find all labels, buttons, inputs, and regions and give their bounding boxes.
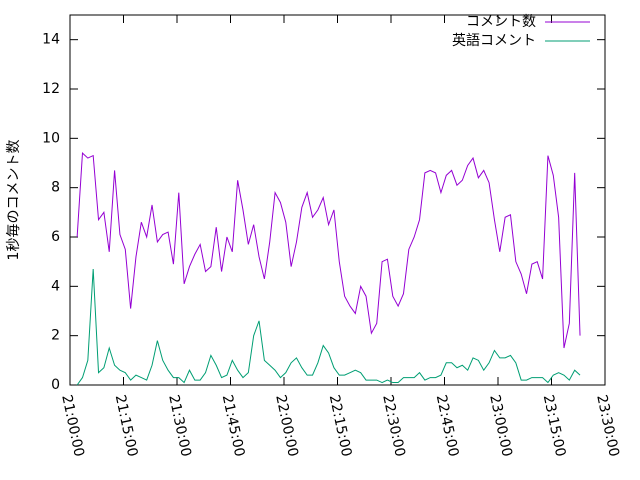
x-tick-label: 23:00:00 xyxy=(486,393,515,458)
y-axis-label: 1秒毎のコメント数 xyxy=(6,140,22,261)
x-tick-label: 22:00:00 xyxy=(272,393,301,458)
x-tick-label: 21:30:00 xyxy=(165,393,194,458)
x-tick-label: 22:45:00 xyxy=(433,393,462,458)
x-tick-label: 23:30:00 xyxy=(593,393,622,458)
legend-label: 英語コメント xyxy=(452,32,536,49)
y-tick-label: 0 xyxy=(51,377,60,393)
y-tick-label: 10 xyxy=(42,130,60,146)
x-tick-label: 22:15:00 xyxy=(326,393,355,458)
series-line xyxy=(76,269,581,386)
x-tick-label: 21:15:00 xyxy=(112,393,141,458)
x-tick-label: 21:00:00 xyxy=(58,393,87,458)
y-tick-label: 12 xyxy=(42,81,60,97)
y-tick-label: 2 xyxy=(51,328,60,344)
y-tick-label: 6 xyxy=(51,229,60,245)
x-tick-label: 23:15:00 xyxy=(540,393,569,458)
series-line xyxy=(76,152,581,349)
plot-border xyxy=(69,14,606,386)
legend-label: コメント数 xyxy=(466,14,536,30)
x-tick-label: 21:45:00 xyxy=(219,393,248,458)
x-tick-label: 22:30:00 xyxy=(379,393,408,458)
y-tick-label: 14 xyxy=(42,32,60,48)
y-tick-label: 4 xyxy=(51,278,60,294)
y-tick-label: 8 xyxy=(51,180,60,196)
